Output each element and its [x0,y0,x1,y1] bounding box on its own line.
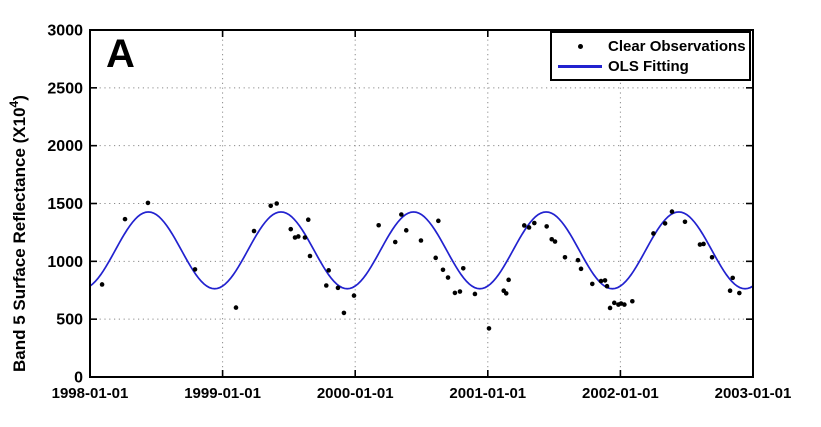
clear-observation-point [612,300,617,306]
clear-observation-point [472,291,478,297]
clear-observation-point [335,285,341,291]
x-tick-label: 1999-01-01 [184,385,261,402]
clear-observation-point [604,283,610,289]
x-tick-label: 2002-01-01 [582,385,659,402]
clear-observation-point [326,268,331,273]
clear-observation-point [305,217,311,222]
clear-observation-point [440,267,446,273]
clear-observation-point [651,231,656,236]
clear-observation-point [376,222,381,228]
clear-observation-point [296,234,301,239]
clear-observation-point [589,281,595,287]
legend-marker-cell [552,43,608,49]
clear-observation-point [552,239,558,244]
y-tick-label: 2000 [47,138,83,155]
x-tick-label: 2000-01-01 [317,385,394,402]
clear-observation-point [460,265,466,271]
y-axis-title: Band 5 Surface Reflectance (X104) [7,95,30,372]
clear-observation-point [233,305,239,310]
legend-item-ols-fitting: OLS Fitting [552,56,749,76]
clear-observation-point [607,305,613,311]
clear-observation-point [521,223,527,228]
clear-observation-point [709,254,715,260]
clear-observation-point [562,254,568,260]
clear-observation-point [682,219,688,225]
y-tick-label: 500 [56,312,83,329]
x-tick-label: 2003-01-01 [715,385,792,402]
y-tick-label: 1500 [47,196,83,213]
clear-observation-point [730,275,736,281]
clear-observation-point [544,224,549,229]
clear-observation-point [549,236,555,242]
clear-observation-point [302,235,308,240]
clear-observation-point [669,209,675,214]
clear-observation-point [737,290,742,296]
clear-observation-point [503,291,509,296]
scatter-dot-icon [577,43,583,49]
clear-observation-point [697,242,703,247]
clear-observation-point [486,326,492,331]
clear-observation-point [307,253,313,259]
clear-observation-point [457,289,463,294]
clear-observation-point [351,293,357,298]
x-tick-label: 2001-01-01 [449,385,526,402]
clear-observation-point [145,200,151,206]
legend-label-clear-observations: Clear Observations [608,37,746,55]
clear-observation-point [630,298,635,304]
legend: Clear Observations OLS Fitting [550,31,751,81]
clear-observation-point [433,255,438,261]
clear-observation-point [418,238,424,243]
clear-observation-point [341,310,347,316]
y-tick-label: 1000 [47,254,83,271]
clear-observation-point [274,201,280,206]
clear-observation-point [403,228,409,233]
clear-observation-point [192,267,198,272]
clear-observation-point [99,282,105,287]
y-axis-title-text: Band 5 Surface Reflectance (X10 [10,107,29,372]
clear-observation-point [622,302,627,307]
clear-observation-point [251,228,257,234]
clear-observation-point [727,288,733,294]
clear-observation-point [578,266,584,272]
clear-observation-point [122,216,128,222]
y-axis-title-close: ) [10,95,29,101]
legend-label-ols-fitting: OLS Fitting [608,57,689,75]
y-tick-label: 3000 [47,23,83,40]
clear-observation-point [288,226,294,232]
x-tick-label: 1998-01-01 [52,385,129,402]
clear-observation-point [445,275,451,280]
ols-fitting-curve [89,211,754,290]
clear-observation-point [323,283,329,288]
line-swatch-icon [558,64,602,68]
clear-observation-point [526,225,532,230]
legend-item-clear-observations: Clear Observations [552,36,749,56]
clear-observation-point [575,257,581,263]
clear-observation-point [662,221,668,226]
legend-marker-cell [552,64,608,68]
clear-observation-point [602,278,608,283]
clear-observation-point [399,212,404,217]
clear-observation-point [268,203,274,209]
y-axis-title-superscript: 4 [7,100,21,108]
clear-observation-point [532,220,537,226]
clear-observation-point [436,218,441,224]
clear-observation-point [701,241,706,247]
clear-observation-point [392,239,398,245]
y-tick-label: 0 [74,370,83,387]
clear-observation-point [506,277,511,283]
clear-observation-point [598,278,604,284]
y-tick-label: 2500 [47,80,83,97]
clear-observation-point [452,290,458,296]
panel-label: A [106,32,135,76]
